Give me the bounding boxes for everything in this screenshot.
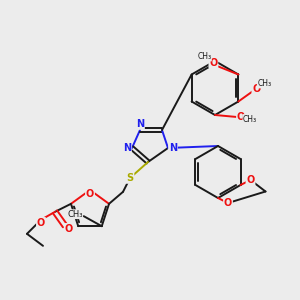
Text: O: O — [86, 189, 94, 199]
Text: O: O — [237, 112, 245, 122]
Text: O: O — [209, 58, 217, 68]
Text: O: O — [65, 224, 73, 234]
Text: N: N — [123, 143, 131, 153]
Text: O: O — [246, 175, 255, 185]
Text: CH₃: CH₃ — [243, 115, 257, 124]
Text: CH₃: CH₃ — [197, 52, 212, 61]
Text: CH₃: CH₃ — [67, 210, 83, 219]
Text: N: N — [136, 119, 144, 129]
Text: CH₃: CH₃ — [257, 79, 272, 88]
Text: S: S — [126, 173, 134, 183]
Text: N: N — [169, 143, 177, 153]
Text: O: O — [224, 198, 232, 208]
Text: O: O — [37, 218, 45, 228]
Text: O: O — [252, 83, 260, 94]
